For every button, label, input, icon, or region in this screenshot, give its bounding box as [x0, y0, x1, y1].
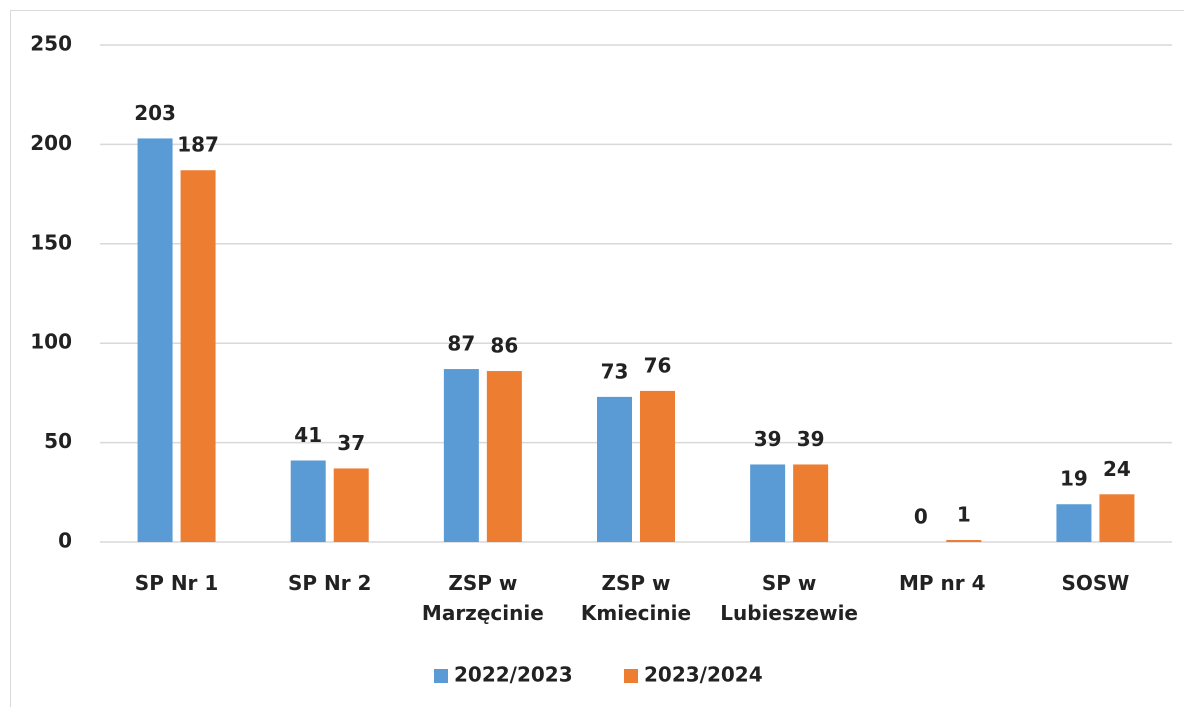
data-label: 39: [797, 427, 825, 451]
data-label: 19: [1060, 467, 1088, 491]
bar: [486, 371, 522, 542]
y-tick-label: 150: [30, 230, 72, 254]
y-tick-label: 250: [30, 32, 72, 56]
data-label: 24: [1103, 457, 1131, 481]
data-label: 41: [294, 423, 322, 447]
x-tick-label: SP Nr 2: [287, 571, 372, 595]
bar: [640, 390, 675, 542]
bar: [946, 540, 982, 542]
x-tick-label: SOSW: [1061, 571, 1130, 595]
bar: [180, 170, 216, 542]
data-label: 76: [644, 353, 672, 377]
bar: [290, 460, 326, 542]
x-tick-label: SP Nr 1: [134, 571, 219, 595]
y-tick-label: 50: [44, 429, 72, 453]
data-label: 73: [601, 359, 629, 383]
legend-swatch: [624, 669, 638, 683]
bar: [333, 468, 369, 542]
legend-label: 2023/2024: [644, 663, 763, 687]
data-label: 87: [447, 332, 475, 356]
y-tick-label: 0: [58, 529, 72, 553]
y-tick-label: 100: [30, 330, 72, 354]
data-label: 39: [754, 427, 782, 451]
data-label: 86: [490, 334, 518, 358]
bar: [793, 464, 829, 542]
x-tick-label: ZSP w Kmiecinie: [580, 571, 692, 625]
x-tick-label: SP w Lubieszewie: [720, 571, 858, 625]
data-label: 203: [134, 101, 176, 125]
bar: [443, 369, 479, 542]
data-label: 187: [177, 133, 219, 157]
legend-swatch: [434, 669, 448, 683]
bar: [597, 396, 632, 542]
bar: [1099, 494, 1135, 542]
x-tick-label: MP nr 4: [899, 571, 986, 595]
y-tick-label: 200: [30, 131, 72, 155]
chart-frame: [10, 10, 1184, 707]
bar: [1056, 504, 1092, 542]
bar: [750, 464, 786, 542]
data-label: 0: [914, 505, 928, 529]
data-label: 37: [337, 431, 365, 455]
data-label: 1: [957, 503, 971, 527]
bar: [137, 138, 173, 542]
legend-label: 2022/2023: [454, 663, 573, 687]
x-tick-label: ZSP w Marzęcinie: [421, 571, 544, 625]
